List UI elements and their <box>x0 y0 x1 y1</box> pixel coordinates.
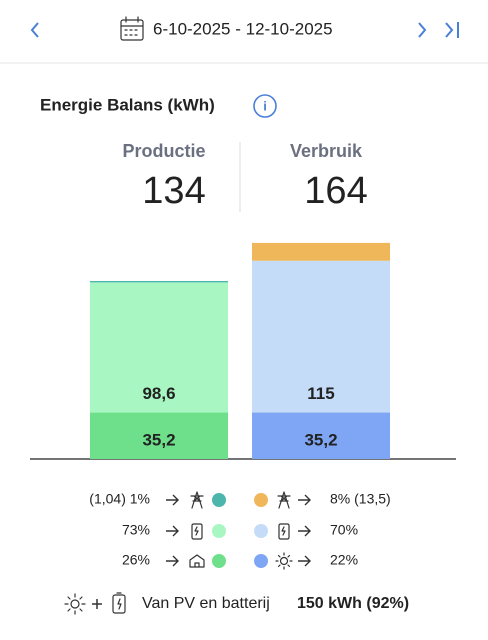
sun-icon <box>64 593 86 615</box>
flow-label: 70% <box>330 522 358 538</box>
bar-segment <box>252 260 390 413</box>
legend-dot <box>254 524 268 538</box>
arrow-icon <box>166 494 179 506</box>
bar-segment <box>90 412 228 459</box>
last-button[interactable] <box>445 22 459 38</box>
legend-dot <box>212 554 226 568</box>
column-label: Productie <box>122 141 205 161</box>
arrow-icon <box>298 555 311 567</box>
legend-dot <box>254 493 268 507</box>
bar-segment <box>90 282 228 413</box>
arrow-icon <box>298 525 311 537</box>
bar-segment <box>90 281 228 283</box>
plus-icon <box>92 599 102 609</box>
info-button[interactable]: i <box>253 94 277 118</box>
flow-label: 8% (13,5) <box>330 491 391 507</box>
flow-label: 26% <box>122 552 150 568</box>
bar-segment <box>252 242 390 261</box>
svg-text:i: i <box>263 98 267 113</box>
segment-label: 35,2 <box>142 430 175 449</box>
date-range[interactable]: 6-10-2025 - 12-10-2025 <box>153 19 333 38</box>
column-total: 134 <box>142 170 205 212</box>
calendar-icon <box>120 16 144 41</box>
grid-icon <box>277 491 291 509</box>
legend-dot <box>212 524 226 538</box>
arrow-icon <box>166 555 179 567</box>
segment-label: 35,2 <box>304 430 337 449</box>
legend-dot <box>212 493 226 507</box>
next-button[interactable] <box>418 22 427 38</box>
legend-dot <box>254 554 268 568</box>
arrow-icon <box>166 525 179 537</box>
battery-icon <box>278 523 290 540</box>
battery-icon <box>112 592 126 614</box>
house-icon <box>189 554 205 568</box>
footer-label: Van PV en batterij <box>142 595 270 612</box>
sun-icon <box>275 552 293 570</box>
column-label: Verbruik <box>290 141 363 161</box>
column-total: 164 <box>304 170 367 212</box>
segment-label: 115 <box>307 384 334 403</box>
battery-icon <box>191 523 203 540</box>
bar-segment <box>252 412 390 459</box>
footer-value: 150 kWh (92%) <box>297 595 409 612</box>
flow-label: 22% <box>330 552 358 568</box>
card-title: Energie Balans (kWh) <box>40 95 215 114</box>
prev-button[interactable] <box>30 22 39 38</box>
grid-icon <box>190 491 204 509</box>
flow-label: (1,04) 1% <box>89 491 150 507</box>
segment-label: 98,6 <box>142 384 175 403</box>
arrow-icon <box>298 494 311 506</box>
flow-label: 73% <box>122 522 150 538</box>
